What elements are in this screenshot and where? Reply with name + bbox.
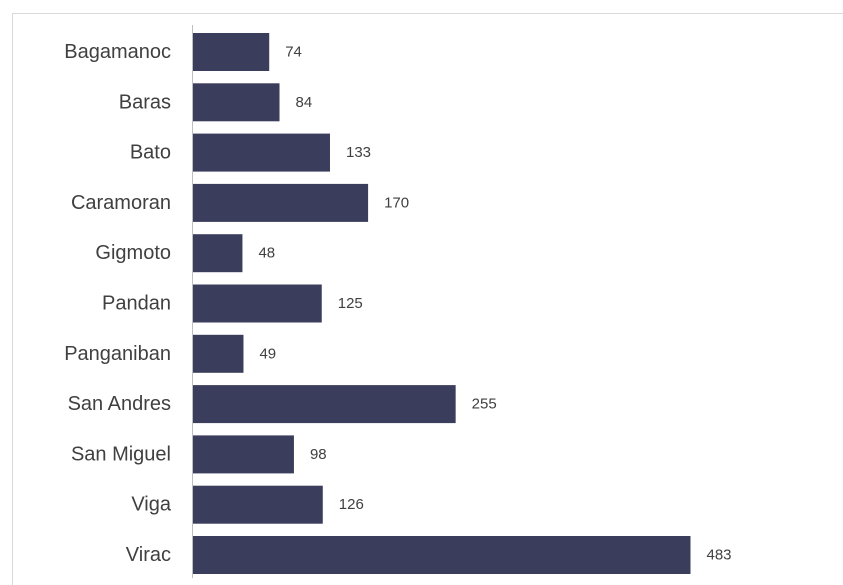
bar-viga [193, 485, 323, 524]
bar-san-andres [193, 385, 456, 424]
data-label: 170 [384, 194, 409, 211]
data-label: 74 [285, 44, 302, 61]
data-label: 255 [472, 396, 497, 413]
category-label: San Andres [68, 393, 171, 415]
category-label: Bato [130, 142, 171, 164]
category-label: Virac [126, 544, 171, 566]
category-label: Bagamanoc [64, 41, 171, 63]
bars-group: Bagamanoc 74 Baras 84 Bato 133 Caramoran 170 Gig… [64, 33, 732, 574]
category-label: Viga [131, 494, 172, 516]
data-label: 98 [310, 446, 327, 463]
chart-border-left [12, 13, 13, 585]
category-label: San Miguel [71, 443, 171, 465]
data-label: 84 [296, 94, 313, 111]
bar-gigmoto [193, 234, 243, 273]
bar-bagamanoc [193, 33, 270, 71]
category-label: Pandan [102, 293, 171, 315]
bar-caramoran [193, 183, 369, 222]
bar-baras [193, 83, 280, 122]
category-label: Panganiban [64, 343, 171, 365]
bar-san-miguel [193, 435, 294, 474]
bar-bato [193, 133, 330, 172]
bar-pandan [193, 284, 322, 323]
chart-border-top [12, 13, 843, 14]
data-label: 126 [339, 496, 364, 513]
data-label: 48 [258, 245, 275, 262]
category-label: Caramoran [71, 192, 171, 214]
bar-virac [193, 536, 691, 574]
data-label: 133 [346, 144, 371, 161]
category-label: Baras [119, 91, 171, 113]
data-label: 483 [706, 547, 731, 564]
data-label: 49 [259, 345, 276, 362]
data-label: 125 [338, 295, 363, 312]
category-label: Gigmoto [95, 242, 171, 264]
bar-panganiban [193, 334, 244, 373]
